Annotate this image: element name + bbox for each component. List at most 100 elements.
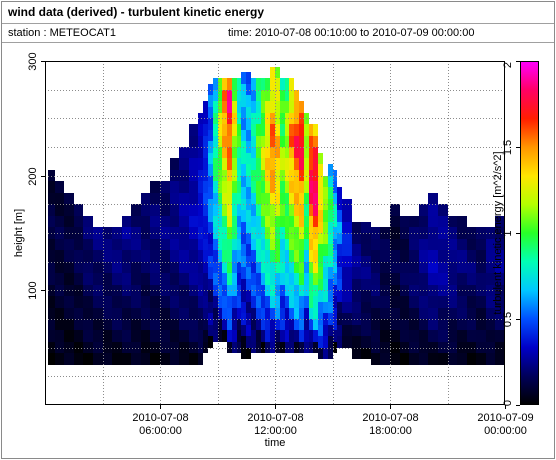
heatmap-cell xyxy=(294,147,299,158)
heatmap-cell xyxy=(203,216,208,227)
title-bar: wind data (derived) - turbulent kinetic … xyxy=(2,2,554,24)
heatmap-cell xyxy=(275,113,280,124)
heatmap-cell xyxy=(251,78,256,90)
heatmap-cell xyxy=(218,216,222,227)
heatmap-cell xyxy=(222,204,227,216)
heatmap-cell xyxy=(246,107,251,118)
heatmap-cell xyxy=(222,239,227,250)
heatmap-cell xyxy=(438,216,448,227)
heatmap-cell xyxy=(304,330,309,342)
heatmap-cell xyxy=(64,308,74,319)
heatmap-cell xyxy=(93,262,103,273)
heatmap-cell xyxy=(261,181,265,193)
heatmap-cell xyxy=(318,153,323,164)
heatmap-cell xyxy=(103,308,112,319)
heatmap-cell xyxy=(309,250,313,262)
heatmap-cell xyxy=(400,353,409,365)
heatmap-cell xyxy=(208,290,213,302)
heatmap-cell xyxy=(280,136,285,147)
heatmap-cell xyxy=(495,250,505,262)
y-axis-ticks: 100 200 300 xyxy=(27,52,45,300)
heatmap-cell xyxy=(328,279,333,290)
heatmap-cell xyxy=(289,78,294,90)
heatmap-cell xyxy=(141,285,150,296)
heatmap-cell xyxy=(241,290,246,302)
x-axis-ticks: 2010-07-0806:00:002010-07-0812:00:002010… xyxy=(132,405,534,437)
heatmap-cell xyxy=(371,353,380,365)
heatmap-cell xyxy=(203,239,208,250)
heatmap-cell xyxy=(333,262,337,273)
heatmap-cell xyxy=(251,262,256,273)
heatmap-cell xyxy=(270,124,275,136)
heatmap-cell xyxy=(270,296,275,308)
heatmap-cell xyxy=(352,279,361,290)
heatmap-cell xyxy=(294,250,299,262)
heatmap-cell xyxy=(457,308,467,319)
heatmap-cell xyxy=(476,330,486,342)
heatmap-cell xyxy=(457,319,467,330)
heatmap-cell xyxy=(486,285,495,296)
heatmap-cell xyxy=(246,130,251,141)
heatmap-cell xyxy=(285,181,289,193)
heatmap-cell xyxy=(438,250,448,262)
heatmap-cell xyxy=(289,239,294,250)
heatmap-cell xyxy=(203,147,208,158)
heatmap-cell xyxy=(237,227,241,239)
heatmap-cell xyxy=(400,262,409,273)
heatmap-cell xyxy=(318,187,323,199)
heatmap-cell xyxy=(218,113,222,124)
heatmap-cell xyxy=(55,227,64,239)
heatmap-cell xyxy=(309,216,313,227)
heatmap-cell xyxy=(208,336,213,348)
heatmap-cell xyxy=(280,319,285,330)
heatmap-cell xyxy=(428,308,438,319)
heatmap-cell xyxy=(409,319,419,330)
heatmap-cell xyxy=(309,342,313,353)
heatmap-cell xyxy=(160,216,170,227)
heatmap-cell xyxy=(371,296,380,308)
heatmap-cell xyxy=(261,204,265,216)
heatmap-cell xyxy=(237,273,241,285)
heatmap-cell xyxy=(256,216,261,227)
heatmap-cell xyxy=(237,181,241,193)
heatmap-cell xyxy=(275,78,280,90)
heatmap-cell xyxy=(122,353,131,365)
heatmap-cell xyxy=(342,244,352,256)
heatmap-cell xyxy=(323,199,328,210)
heatmap-cell xyxy=(208,84,213,95)
heatmap-cell xyxy=(400,330,409,342)
heatmap-cell xyxy=(103,319,112,330)
heatmap-cell xyxy=(285,342,289,353)
heatmap-cell xyxy=(213,308,218,319)
heatmap-cell xyxy=(390,296,400,308)
heatmap-cell xyxy=(203,101,208,113)
heatmap-cell xyxy=(352,222,361,233)
heatmap-cell xyxy=(467,342,476,353)
heatmap-cell xyxy=(304,342,309,353)
heatmap-cell xyxy=(237,319,241,330)
heatmap-cell xyxy=(141,273,150,285)
heatmap-cell xyxy=(208,176,213,187)
heatmap-cell xyxy=(131,330,141,342)
heatmap-cell xyxy=(270,319,275,330)
heatmap-cell xyxy=(352,244,361,256)
heatmap-cell xyxy=(380,273,390,285)
heatmap-cell xyxy=(179,285,189,296)
heatmap-cell xyxy=(289,262,294,273)
heatmap-cell xyxy=(285,170,289,181)
heatmap-cell xyxy=(285,296,289,308)
heatmap-cell xyxy=(438,296,448,308)
heatmap-cell xyxy=(237,158,241,170)
heatmap-cell xyxy=(380,342,390,353)
heatmap-cell xyxy=(328,222,333,233)
heatmap-cell xyxy=(222,319,227,330)
heatmap-cell xyxy=(337,267,342,279)
heatmap-cell xyxy=(390,308,400,319)
heatmap-cell xyxy=(371,262,380,273)
heatmap-cell xyxy=(218,296,222,308)
heatmap-cell xyxy=(150,227,160,239)
heatmap-cell xyxy=(83,353,93,365)
heatmap-cell xyxy=(352,348,361,359)
